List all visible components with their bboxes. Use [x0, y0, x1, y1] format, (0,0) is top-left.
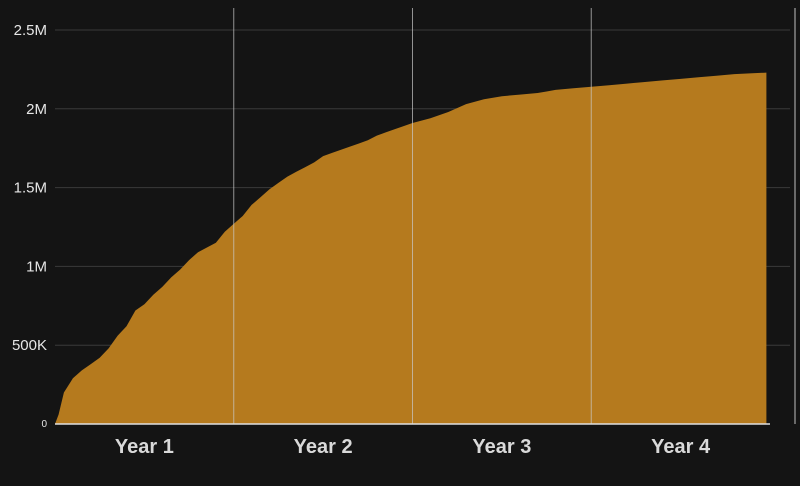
x-axis-categories: Year 1 Year 2 Year 3 Year 4	[115, 436, 711, 458]
x-category-label: Year 3	[472, 436, 531, 458]
y-tick-label: 1M	[26, 258, 47, 275]
year-dividers	[233, 8, 592, 424]
area-fill	[55, 72, 767, 424]
x-category-label: Year 4	[651, 436, 711, 458]
y-tick-label: 2.5M	[14, 22, 47, 39]
x-category-label: Year 1	[115, 436, 174, 458]
x-category-label: Year 2	[294, 436, 353, 458]
y-tick-label: 1.5M	[14, 180, 47, 197]
y-tick-label: 0	[41, 419, 47, 430]
y-axis-ticks: 0 500K 1M 1.5M 2M 2.5M	[12, 22, 47, 430]
y-tick-label: 2M	[26, 101, 47, 118]
area-series	[55, 72, 767, 424]
y-tick-label: 500K	[12, 337, 47, 354]
